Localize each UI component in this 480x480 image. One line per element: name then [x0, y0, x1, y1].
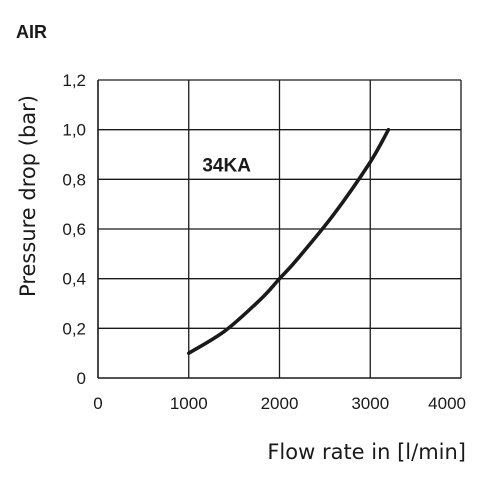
- series-layer: 34KA: [187, 127, 391, 355]
- y-tick-label-3: 0,6: [62, 220, 86, 239]
- y-tick-label-6: 1,2: [62, 71, 86, 90]
- series-label-34KA: 34KA: [202, 155, 251, 176]
- y-tick-label-2: 0,4: [62, 270, 86, 289]
- y-tick-label-0: 0: [77, 369, 86, 388]
- x-tick-label-4: 4000: [428, 394, 466, 413]
- grid: [97, 79, 462, 379]
- x-tick-label-2: 2000: [261, 394, 299, 413]
- x-axis-title: Flow rate in [l/min]: [267, 440, 466, 464]
- x-tick-label-1: 1000: [170, 394, 208, 413]
- x-tick-labels: 0 1000 2000 3000 4000: [93, 394, 466, 413]
- x-tick-label-3: 3000: [351, 394, 389, 413]
- medium-label: AIR: [16, 22, 47, 42]
- series-line-34KA: [187, 127, 391, 355]
- y-axis-title: Pressure drop (bar): [16, 95, 40, 297]
- y-tick-label-4: 0,8: [62, 170, 86, 189]
- y-tick-labels: 0 0,2 0,4 0,6 0,8 1,0 1,2: [62, 71, 86, 388]
- x-tick-label-0: 0: [93, 394, 102, 413]
- y-tick-label-1: 0,2: [62, 319, 86, 338]
- y-tick-label-5: 1,0: [62, 121, 86, 140]
